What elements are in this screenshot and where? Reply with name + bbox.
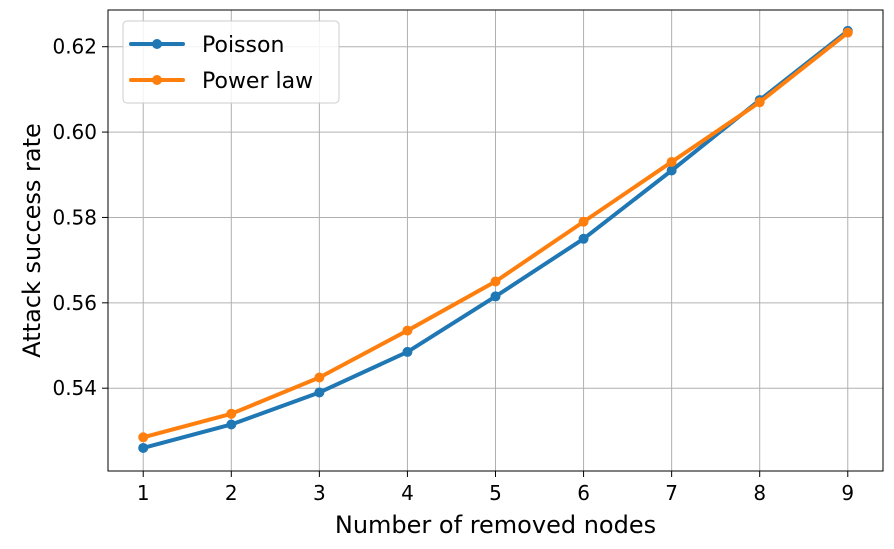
legend-item: Poisson	[129, 33, 284, 58]
legend-label: Poisson	[202, 33, 284, 58]
y-axis-title: Attack success rate	[18, 123, 46, 358]
y-tick-label: 0.58	[52, 205, 97, 229]
legend: Poisson Power law	[122, 20, 340, 104]
x-axis-title: Number of removed nodes	[335, 511, 656, 539]
legend-label: Power law	[202, 69, 313, 94]
x-tick-label: 6	[577, 481, 590, 505]
data-point	[490, 276, 501, 287]
x-tick-label: 2	[225, 481, 238, 505]
series-layer	[138, 25, 853, 453]
x-tick-label: 8	[753, 481, 766, 505]
legend-marker	[152, 39, 162, 49]
x-tick-label: 7	[665, 481, 678, 505]
y-tick-label: 0.60	[52, 120, 97, 144]
data-point	[666, 165, 677, 176]
data-point	[402, 346, 413, 357]
legend-box	[122, 20, 340, 104]
y-axis-ticks: 0.54 0.56 0.58 0.60 0.62	[52, 35, 108, 400]
data-point	[666, 156, 677, 167]
x-tick-label: 4	[401, 481, 414, 505]
y-tick-label: 0.62	[52, 35, 97, 59]
data-point	[578, 233, 589, 244]
y-tick-label: 0.56	[52, 291, 97, 315]
data-point	[138, 442, 149, 453]
data-point	[138, 432, 149, 443]
legend-item: Power law	[129, 69, 313, 94]
series-power-law	[138, 27, 853, 443]
x-tick-label: 5	[489, 481, 502, 505]
data-point	[754, 97, 765, 108]
data-point	[314, 387, 325, 398]
legend-marker	[152, 75, 162, 85]
data-point	[314, 372, 325, 383]
x-axis-ticks: 1 2 3 4 5 6 7 8 9	[137, 471, 854, 505]
data-point	[578, 216, 589, 227]
data-point	[490, 291, 501, 302]
data-point	[226, 419, 237, 430]
x-tick-label: 3	[313, 481, 326, 505]
x-tick-label: 9	[841, 481, 854, 505]
data-point	[402, 325, 413, 336]
data-point	[226, 408, 237, 419]
y-tick-label: 0.54	[52, 376, 97, 400]
data-point	[842, 27, 853, 38]
x-tick-label: 1	[137, 481, 150, 505]
